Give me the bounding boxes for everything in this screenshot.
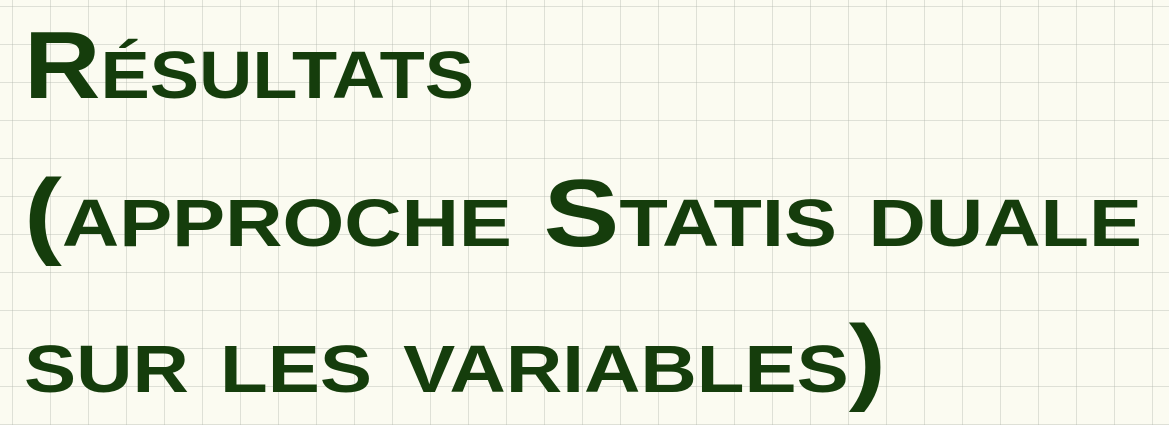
title-line: (approche Statis duale <box>24 160 1142 267</box>
title-line: sur les variables) <box>24 306 886 413</box>
title-line: Résultats <box>24 12 474 119</box>
